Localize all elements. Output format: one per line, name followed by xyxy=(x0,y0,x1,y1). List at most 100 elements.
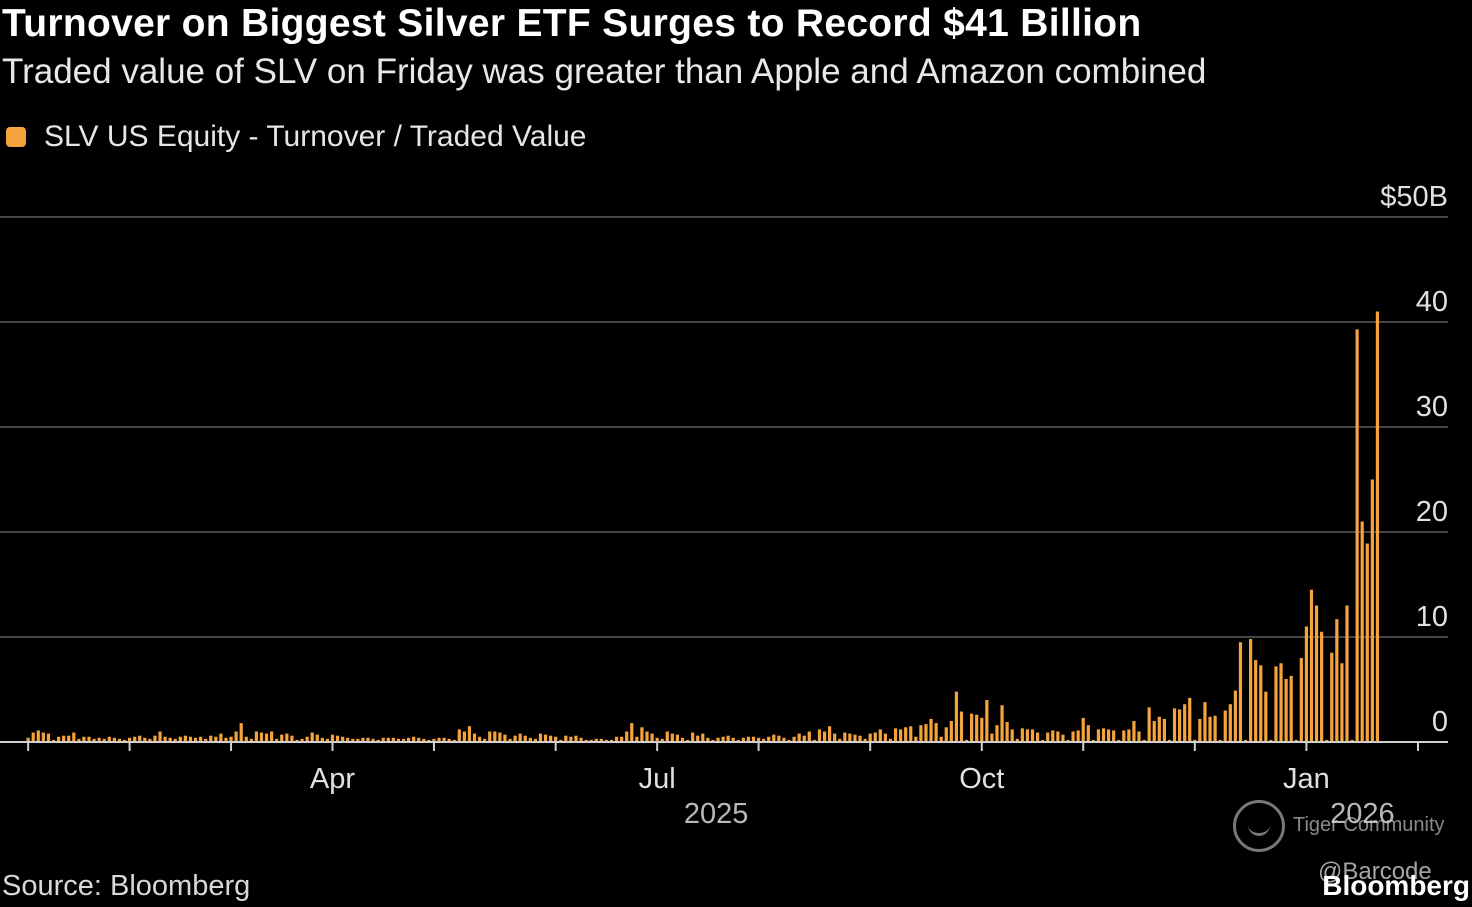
bar xyxy=(264,733,269,742)
bar xyxy=(691,732,695,742)
bar xyxy=(432,738,436,742)
chart-title: Turnover on Biggest Silver ETF Surges to… xyxy=(2,2,1142,45)
bar xyxy=(1264,691,1268,742)
bar xyxy=(376,739,380,742)
bar xyxy=(422,738,426,742)
bar xyxy=(1177,709,1182,742)
bar xyxy=(310,732,314,742)
bar xyxy=(97,737,101,742)
y-tick-label: 40 xyxy=(1416,286,1448,318)
bar xyxy=(244,736,248,742)
bar xyxy=(341,736,345,742)
bar xyxy=(970,713,974,742)
bar xyxy=(620,736,624,742)
bar xyxy=(1198,718,1202,742)
bar xyxy=(117,738,122,742)
bar xyxy=(498,732,502,742)
bar xyxy=(452,739,456,742)
bar xyxy=(574,735,578,742)
bar xyxy=(1152,721,1156,742)
bar xyxy=(1188,697,1192,742)
bar xyxy=(919,725,923,742)
bar xyxy=(1046,732,1050,742)
bar xyxy=(199,736,203,742)
bar xyxy=(1157,716,1161,742)
bar xyxy=(102,738,106,742)
bar xyxy=(300,738,304,742)
bar xyxy=(873,732,877,742)
bar xyxy=(1345,605,1349,742)
bar xyxy=(427,739,431,742)
bar xyxy=(351,738,355,742)
bar xyxy=(503,734,507,742)
bar xyxy=(280,734,284,742)
bar xyxy=(868,733,872,742)
bar xyxy=(640,727,644,742)
bar xyxy=(523,735,527,742)
bar xyxy=(797,733,801,742)
bar xyxy=(736,739,740,742)
bar xyxy=(762,738,766,742)
bar xyxy=(386,737,390,742)
y-tick-label: 0 xyxy=(1432,706,1448,738)
bar xyxy=(87,736,91,742)
y-tick-label: $50B xyxy=(1380,181,1448,213)
x-month-label: Apr xyxy=(310,763,355,795)
bar xyxy=(630,723,634,742)
bar xyxy=(706,737,710,742)
bar xyxy=(599,738,603,742)
bar xyxy=(31,732,35,742)
bar xyxy=(1289,675,1293,742)
bar xyxy=(711,739,715,742)
bar xyxy=(538,733,543,742)
bar xyxy=(178,736,182,742)
bar xyxy=(701,733,705,742)
bar xyxy=(239,723,243,742)
bar xyxy=(168,737,172,742)
bar xyxy=(401,738,406,742)
bar xyxy=(234,731,238,742)
bar xyxy=(51,739,56,742)
bar xyxy=(812,739,816,742)
bar xyxy=(518,733,522,742)
bar xyxy=(802,735,806,742)
bar xyxy=(1091,739,1095,742)
bar xyxy=(716,737,720,742)
x-year-label: 2026 xyxy=(1330,798,1395,830)
bar xyxy=(1183,704,1187,742)
bar xyxy=(746,736,751,742)
bar xyxy=(1132,721,1136,742)
bar xyxy=(325,738,330,742)
legend: SLV US Equity - Turnover / Traded Value xyxy=(6,120,587,154)
bar xyxy=(888,738,893,742)
bar xyxy=(1365,543,1369,742)
bar xyxy=(1360,521,1364,742)
bar xyxy=(792,736,796,742)
bar xyxy=(924,724,928,742)
bar xyxy=(726,735,730,742)
bar xyxy=(959,711,964,742)
bar xyxy=(366,737,370,742)
bar xyxy=(346,737,350,742)
bar xyxy=(447,738,451,742)
bar xyxy=(56,736,61,742)
bar xyxy=(67,735,71,742)
bloomberg-logo: Bloomberg xyxy=(1322,870,1470,901)
bar xyxy=(1030,729,1035,742)
bar xyxy=(675,734,680,742)
axis-labels: $50B 40 30 20 10 0 Apr Jul Oct Jan 2025 2026 xyxy=(310,181,1448,830)
bar xyxy=(782,737,786,742)
bar xyxy=(412,736,416,742)
bar xyxy=(1025,729,1030,742)
bar xyxy=(1304,626,1309,742)
bar xyxy=(1330,652,1334,742)
bar xyxy=(1299,658,1303,742)
bar xyxy=(685,739,690,742)
bar xyxy=(609,739,614,742)
bar xyxy=(1162,718,1166,742)
bar xyxy=(944,727,948,742)
bar xyxy=(564,735,568,742)
x-month-label: Jul xyxy=(639,763,676,795)
bar xyxy=(219,733,223,742)
bar xyxy=(107,736,111,742)
